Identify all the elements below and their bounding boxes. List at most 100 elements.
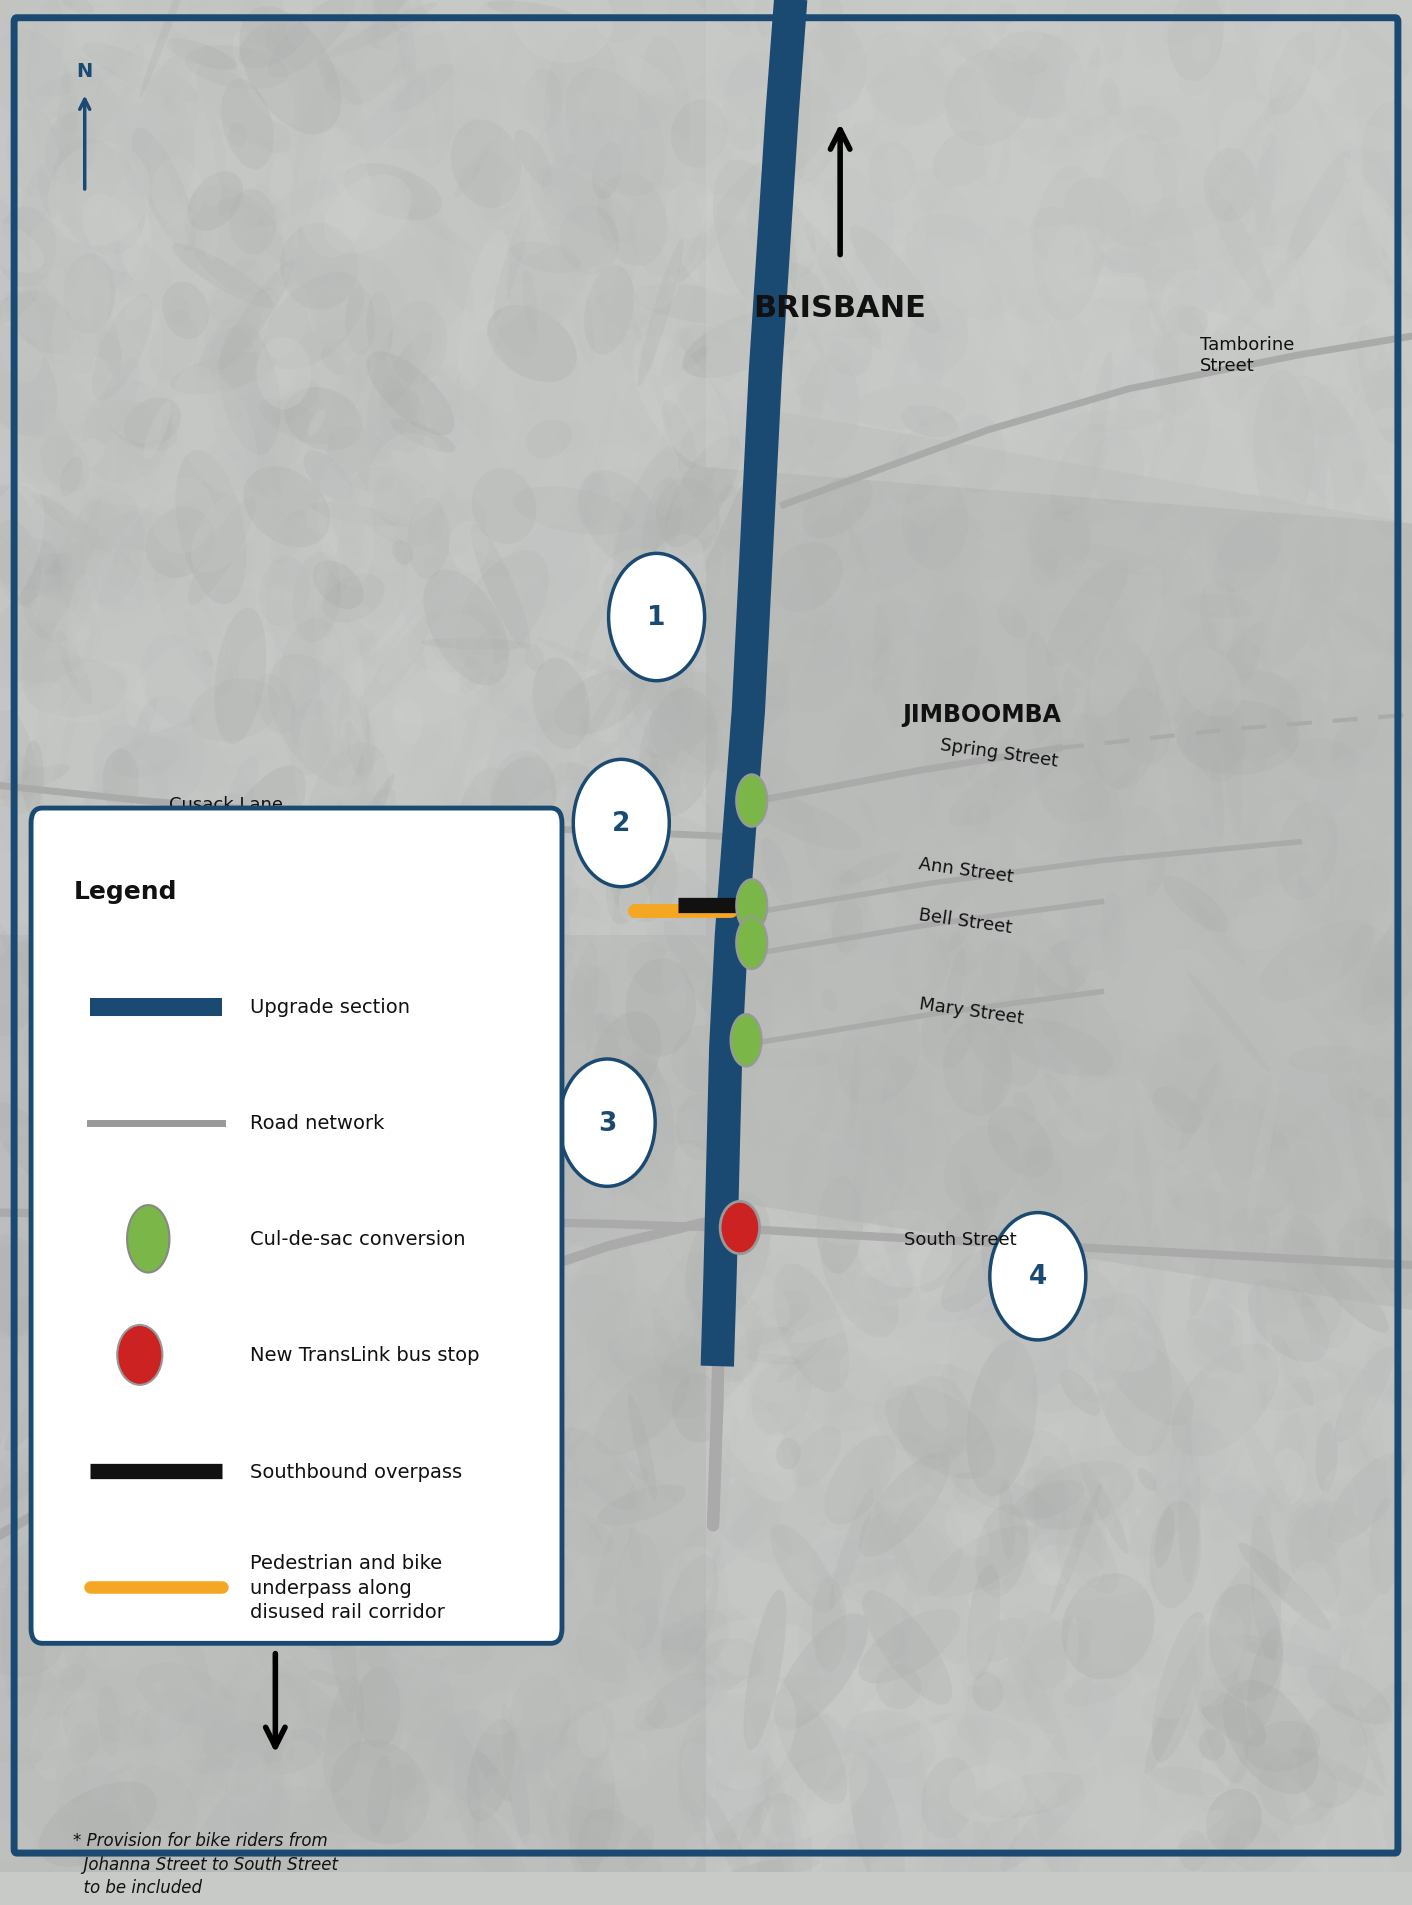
Ellipse shape xyxy=(80,930,100,962)
Ellipse shape xyxy=(339,1027,366,1057)
Ellipse shape xyxy=(35,594,92,642)
Ellipse shape xyxy=(610,831,678,922)
Ellipse shape xyxy=(729,1857,820,1880)
Ellipse shape xyxy=(1236,333,1289,478)
Ellipse shape xyxy=(1123,777,1219,884)
Ellipse shape xyxy=(0,766,66,865)
Ellipse shape xyxy=(915,1029,1001,1114)
Ellipse shape xyxy=(633,335,729,469)
Ellipse shape xyxy=(751,1389,791,1440)
Ellipse shape xyxy=(719,120,737,168)
Ellipse shape xyxy=(871,882,897,933)
Ellipse shape xyxy=(353,415,433,545)
Ellipse shape xyxy=(1163,876,1228,933)
Ellipse shape xyxy=(120,1680,165,1716)
Ellipse shape xyxy=(487,1093,578,1187)
Ellipse shape xyxy=(1327,1454,1405,1543)
Ellipse shape xyxy=(474,741,545,806)
Ellipse shape xyxy=(1158,486,1226,562)
Ellipse shape xyxy=(727,486,846,573)
Ellipse shape xyxy=(7,1290,124,1389)
Ellipse shape xyxy=(582,678,618,733)
Ellipse shape xyxy=(785,324,805,383)
Ellipse shape xyxy=(325,735,352,772)
Ellipse shape xyxy=(343,383,465,450)
Ellipse shape xyxy=(412,1375,443,1421)
Ellipse shape xyxy=(141,634,212,728)
Ellipse shape xyxy=(933,131,993,189)
Ellipse shape xyxy=(607,1158,682,1198)
Ellipse shape xyxy=(570,966,613,1029)
Ellipse shape xyxy=(1344,474,1412,539)
Ellipse shape xyxy=(154,1130,201,1273)
Ellipse shape xyxy=(196,1031,267,1082)
Ellipse shape xyxy=(34,699,47,817)
Ellipse shape xyxy=(128,1564,237,1631)
Ellipse shape xyxy=(448,1092,466,1154)
Ellipse shape xyxy=(157,987,222,1048)
Ellipse shape xyxy=(1165,903,1252,943)
Ellipse shape xyxy=(1389,404,1412,491)
Ellipse shape xyxy=(191,1122,253,1242)
Ellipse shape xyxy=(1233,728,1319,823)
Ellipse shape xyxy=(0,1608,21,1695)
Ellipse shape xyxy=(1045,714,1106,773)
Ellipse shape xyxy=(1187,857,1227,926)
Ellipse shape xyxy=(395,10,455,170)
Ellipse shape xyxy=(722,1048,840,1069)
Ellipse shape xyxy=(1045,387,1091,432)
Ellipse shape xyxy=(778,434,836,524)
Ellipse shape xyxy=(229,1753,264,1814)
Ellipse shape xyxy=(80,792,133,863)
Ellipse shape xyxy=(731,1829,781,1842)
Ellipse shape xyxy=(1175,690,1247,773)
Ellipse shape xyxy=(126,1440,158,1589)
Ellipse shape xyxy=(675,164,761,286)
Text: Cul-de-sac conversion: Cul-de-sac conversion xyxy=(250,1229,466,1248)
Ellipse shape xyxy=(472,1088,534,1126)
Ellipse shape xyxy=(689,46,726,118)
Ellipse shape xyxy=(134,966,162,1050)
Ellipse shape xyxy=(847,109,891,173)
Ellipse shape xyxy=(1065,568,1171,600)
Ellipse shape xyxy=(1003,1019,1113,1078)
Ellipse shape xyxy=(271,451,371,531)
Ellipse shape xyxy=(1079,1278,1110,1332)
Ellipse shape xyxy=(722,1290,809,1351)
Ellipse shape xyxy=(616,754,669,832)
Ellipse shape xyxy=(1384,1739,1405,1899)
Ellipse shape xyxy=(263,1257,325,1305)
Ellipse shape xyxy=(205,1663,274,1774)
Ellipse shape xyxy=(1324,1004,1402,1093)
Ellipse shape xyxy=(401,173,474,314)
Ellipse shape xyxy=(501,1705,530,1844)
Ellipse shape xyxy=(1343,158,1412,286)
Ellipse shape xyxy=(229,1389,289,1425)
Ellipse shape xyxy=(432,227,453,280)
Ellipse shape xyxy=(1237,440,1306,531)
Ellipse shape xyxy=(480,1463,563,1558)
Ellipse shape xyxy=(731,1471,829,1564)
Ellipse shape xyxy=(16,1013,72,1107)
Ellipse shape xyxy=(52,453,99,612)
Ellipse shape xyxy=(1015,1610,1067,1690)
Ellipse shape xyxy=(408,1181,441,1257)
Ellipse shape xyxy=(1069,1747,1131,1838)
Ellipse shape xyxy=(103,0,171,70)
Ellipse shape xyxy=(121,960,196,1057)
Ellipse shape xyxy=(1096,210,1193,290)
Ellipse shape xyxy=(723,1345,758,1383)
Ellipse shape xyxy=(1341,345,1398,495)
Ellipse shape xyxy=(1316,749,1360,819)
Ellipse shape xyxy=(237,1659,311,1775)
Ellipse shape xyxy=(1202,1819,1223,1869)
Ellipse shape xyxy=(834,674,923,768)
Ellipse shape xyxy=(594,234,669,331)
Ellipse shape xyxy=(1209,42,1260,177)
Ellipse shape xyxy=(260,893,281,943)
Ellipse shape xyxy=(990,461,1019,499)
Ellipse shape xyxy=(486,1031,539,1179)
Ellipse shape xyxy=(96,789,209,836)
Ellipse shape xyxy=(1080,351,1113,514)
Ellipse shape xyxy=(1269,1354,1306,1379)
